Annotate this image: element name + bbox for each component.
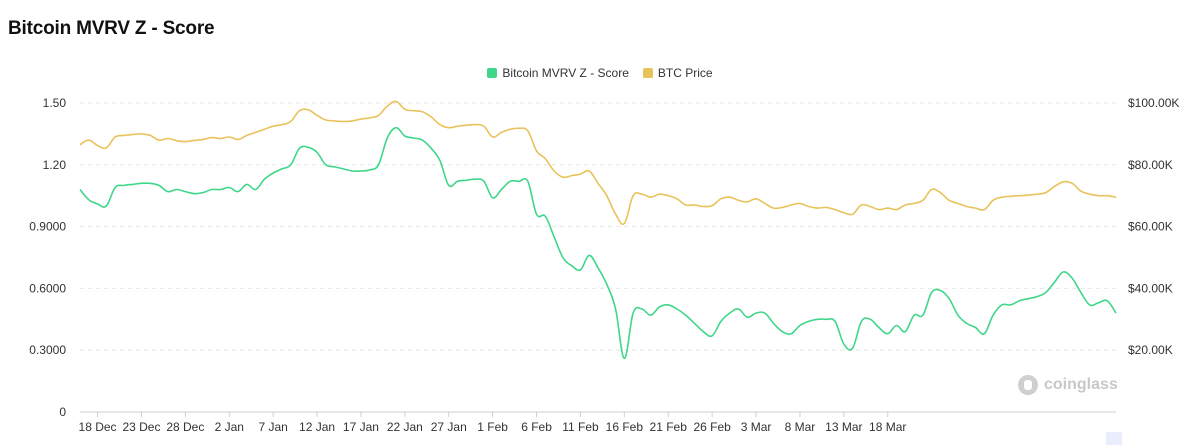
- y-left-tick-label: 1.50: [43, 96, 67, 110]
- legend-label-price: BTC Price: [657, 66, 713, 80]
- x-tick-label: 17 Jan: [343, 420, 379, 434]
- x-tick-label: 16 Feb: [606, 420, 644, 434]
- x-tick-label: 7 Jan: [258, 420, 287, 434]
- x-tick-label: 18 Dec: [79, 420, 117, 434]
- series-line-btc-price: [79, 100, 1117, 226]
- x-tick-label: 21 Feb: [650, 420, 688, 434]
- x-tick-label: 8 Mar: [785, 420, 816, 434]
- x-tick-label: 12 Jan: [299, 420, 335, 434]
- chart-legend: Bitcoin MVRV Z - Score BTC Price: [0, 66, 1200, 80]
- chart-title: Bitcoin MVRV Z - Score: [8, 18, 215, 39]
- x-tick-label: 22 Jan: [387, 420, 423, 434]
- watermark-label: coinglass: [1044, 376, 1118, 393]
- x-tick-label: 13 Mar: [825, 420, 862, 434]
- x-tick-label: 6 Feb: [521, 420, 552, 434]
- x-tick-label: 2 Jan: [215, 420, 244, 434]
- legend-label-zscore: Bitcoin MVRV Z - Score: [502, 66, 629, 80]
- y-left-tick-label: 0: [59, 405, 66, 419]
- legend-swatch-price: [642, 68, 653, 78]
- y-left-tick-label: 0.3000: [29, 343, 66, 357]
- x-tick-label: 28 Dec: [166, 420, 204, 434]
- x-tick-label: 23 Dec: [122, 420, 160, 434]
- x-tick-label: 11 Feb: [562, 420, 599, 434]
- y-right-tick-label: $60.00K: [1128, 220, 1173, 234]
- y-right-tick-label: $80.00K: [1128, 158, 1173, 172]
- x-tick-label: 27 Jan: [431, 420, 467, 434]
- series-line-mvrv-zscore: [79, 126, 1117, 360]
- y-right-tick-label: $20.00K: [1128, 343, 1173, 357]
- y-left-tick-label: 1.20: [43, 158, 67, 172]
- x-tick-label: 1 Feb: [477, 420, 508, 434]
- legend-item-zscore[interactable]: Bitcoin MVRV Z - Score: [487, 66, 629, 80]
- y-right-tick-label: $100.00K: [1128, 96, 1179, 110]
- watermark: coinglass: [1018, 375, 1118, 395]
- x-tick-label: 26 Feb: [693, 420, 731, 434]
- y-right-tick-label: $40.00K: [1128, 281, 1173, 295]
- scroll-corner: [1106, 432, 1122, 445]
- legend-item-price[interactable]: BTC Price: [642, 66, 713, 80]
- y-left-tick-label: 0.9000: [29, 220, 66, 234]
- legend-swatch-zscore: [487, 68, 498, 78]
- x-tick-label: 18 Mar: [869, 420, 906, 434]
- coinglass-logo-icon: [1018, 375, 1038, 395]
- y-left-tick-label: 0.6000: [29, 281, 66, 295]
- x-tick-label: 3 Mar: [741, 420, 772, 434]
